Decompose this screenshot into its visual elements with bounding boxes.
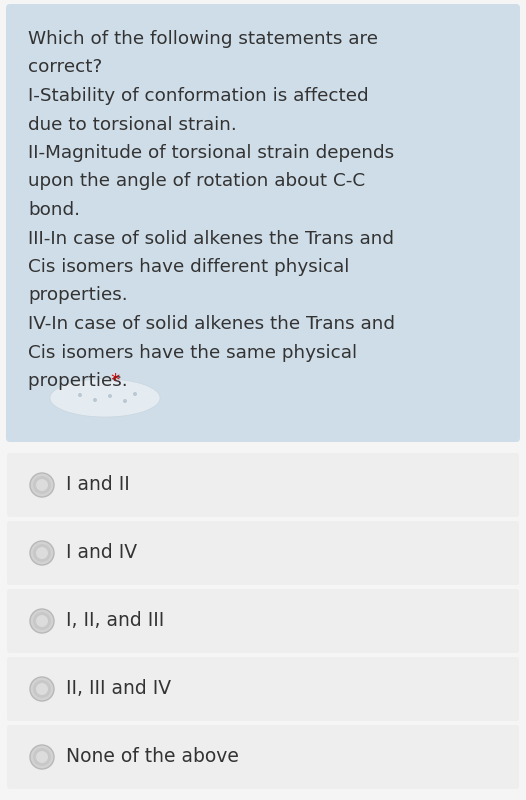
Text: I and IV: I and IV (66, 543, 137, 562)
FancyBboxPatch shape (7, 521, 519, 585)
Text: bond.: bond. (28, 201, 80, 219)
Circle shape (36, 751, 48, 763)
Ellipse shape (50, 379, 160, 417)
Circle shape (78, 393, 82, 397)
Text: I-Stability of conformation is affected: I-Stability of conformation is affected (28, 87, 369, 105)
Text: II-Magnitude of torsional strain depends: II-Magnitude of torsional strain depends (28, 144, 394, 162)
Text: properties.: properties. (28, 372, 134, 390)
Text: due to torsional strain.: due to torsional strain. (28, 115, 237, 134)
Circle shape (33, 680, 51, 698)
Text: upon the angle of rotation about C-C: upon the angle of rotation about C-C (28, 173, 365, 190)
Text: *: * (110, 372, 119, 390)
Circle shape (30, 473, 54, 497)
Text: Cis isomers have different physical: Cis isomers have different physical (28, 258, 349, 276)
Text: correct?: correct? (28, 58, 102, 77)
Circle shape (36, 547, 48, 559)
FancyBboxPatch shape (7, 589, 519, 653)
FancyBboxPatch shape (7, 657, 519, 721)
Circle shape (30, 677, 54, 701)
Text: Which of the following statements are: Which of the following statements are (28, 30, 378, 48)
Text: I and II: I and II (66, 475, 130, 494)
Circle shape (133, 392, 137, 396)
Text: properties.: properties. (28, 286, 128, 305)
FancyBboxPatch shape (7, 725, 519, 789)
FancyBboxPatch shape (6, 4, 520, 442)
Circle shape (33, 544, 51, 562)
Circle shape (30, 745, 54, 769)
Circle shape (36, 615, 48, 627)
Text: II, III and IV: II, III and IV (66, 679, 171, 698)
Circle shape (93, 398, 97, 402)
Circle shape (123, 399, 127, 403)
Text: None of the above: None of the above (66, 747, 239, 766)
Text: Cis isomers have the same physical: Cis isomers have the same physical (28, 343, 357, 362)
Circle shape (33, 476, 51, 494)
Circle shape (36, 683, 48, 695)
Circle shape (33, 612, 51, 630)
Circle shape (33, 748, 51, 766)
Text: IV-In case of solid alkenes the Trans and: IV-In case of solid alkenes the Trans an… (28, 315, 395, 333)
FancyBboxPatch shape (7, 453, 519, 517)
Circle shape (36, 479, 48, 491)
Circle shape (30, 541, 54, 565)
Circle shape (108, 394, 112, 398)
Text: I, II, and III: I, II, and III (66, 611, 164, 630)
Text: III-In case of solid alkenes the Trans and: III-In case of solid alkenes the Trans a… (28, 230, 394, 247)
Circle shape (30, 609, 54, 633)
